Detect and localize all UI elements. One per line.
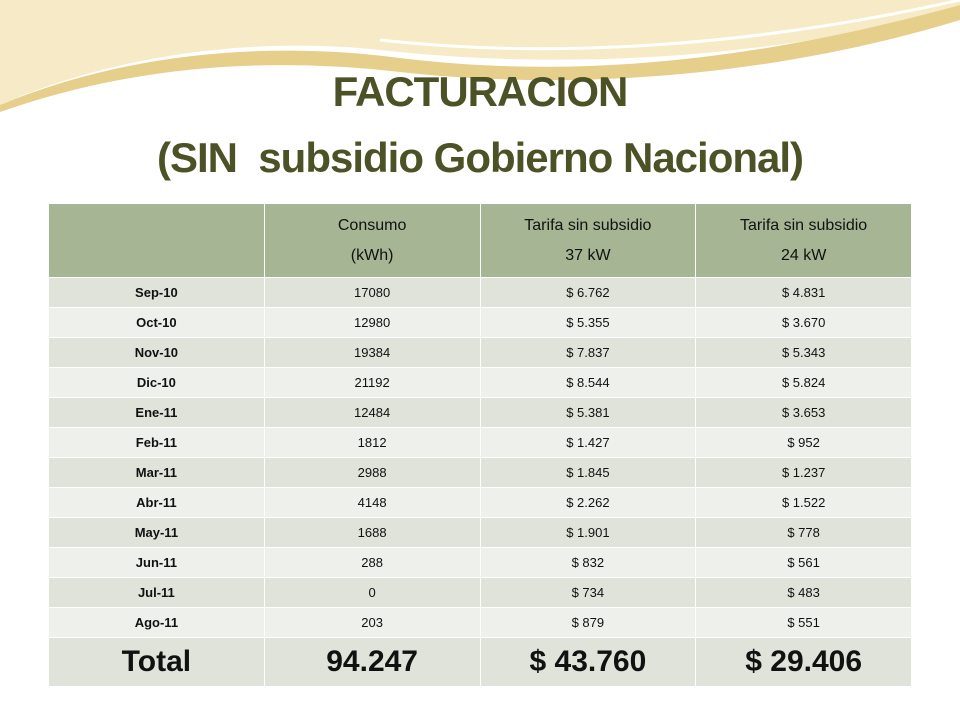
header-text: Tarifa sin subsidio (740, 216, 868, 234)
cell: $ 952 (695, 427, 912, 458)
cell: 203 (263, 607, 481, 638)
data-row: Mar-11 2988 $ 1.845 $ 1.237 (48, 457, 912, 488)
cell: 1688 (263, 517, 481, 548)
cell: $ 5.343 (695, 337, 912, 368)
header-text: 37 kW (565, 246, 611, 264)
cell: 0 (263, 577, 481, 608)
header-text: (kWh) (350, 246, 394, 264)
cell: 12980 (263, 307, 481, 338)
cell: $ 551 (695, 607, 912, 638)
month-cell: Dic-10 (48, 367, 265, 398)
cell: $ 1.237 (695, 457, 912, 488)
cell: $ 879 (479, 607, 697, 638)
cell: $ 1.901 (479, 517, 697, 548)
cell: 2988 (263, 457, 481, 488)
cell: $ 561 (695, 547, 912, 578)
cell: $ 483 (695, 577, 912, 608)
header-text: Tarifa sin subsidio (524, 216, 652, 234)
cell: 21192 (263, 367, 481, 398)
total-cell: Total (48, 637, 265, 687)
billing-table: Consumo (kWh) Tarifa sin subsidio 37 kW Tari… (48, 203, 912, 687)
header-row: Consumo (kWh) Tarifa sin subsidio 37 kW Tari… (48, 203, 912, 278)
month-cell: Abr-11 (48, 487, 265, 518)
cell: $ 5.355 (479, 307, 697, 338)
data-row: Abr-11 4148 $ 2.262 $ 1.522 (48, 487, 912, 518)
data-row: Nov-10 19384 $ 7.837 $ 5.343 (48, 337, 912, 368)
cell: $ 6.762 (479, 277, 697, 308)
cell: $ 3.670 (695, 307, 912, 338)
header-cell: Tarifa sin subsidio 24 kW (695, 203, 912, 278)
month-cell: Ene-11 (48, 397, 265, 428)
header-text: 24 kW (780, 246, 827, 264)
data-row: Feb-11 1812 $ 1.427 $ 952 (48, 427, 912, 458)
cell: $ 1.427 (479, 427, 697, 458)
total-cell: 94.247 (263, 637, 481, 687)
header-cell: Tarifa sin subsidio 37 kW (479, 203, 697, 278)
title-line: FACTURACION (332, 68, 629, 115)
cell: $ 5.381 (479, 397, 697, 428)
month-cell: Ago-11 (48, 607, 265, 638)
cell: $ 1.522 (695, 487, 912, 518)
data-row: Jun-11 288 $ 832 $ 561 (48, 547, 912, 578)
cell: $ 3.653 (695, 397, 912, 428)
data-row: Ene-11 12484 $ 5.381 $ 3.653 (48, 397, 912, 428)
month-cell: Oct-10 (48, 307, 265, 338)
cell: 12484 (263, 397, 481, 428)
month-cell: Nov-10 (48, 337, 265, 368)
cell: $ 7.837 (479, 337, 697, 368)
data-row: Jul-11 0 $ 734 $ 483 (48, 577, 912, 608)
total-row: Total 94.247 $ 43.760 $ 29.406 (48, 637, 912, 687)
cell: $ 2.262 (479, 487, 697, 518)
header-text: Consumo (337, 216, 407, 234)
swoosh-line (379, 0, 960, 51)
cell: 19384 (263, 337, 481, 368)
table-body: Consumo (kWh) Tarifa sin subsidio 37 kW Tari… (48, 203, 912, 687)
data-row: Ago-11 203 $ 879 $ 551 (48, 607, 912, 638)
cell: 1812 (263, 427, 481, 458)
cell: $ 1.845 (479, 457, 697, 488)
header-cell: Consumo (kWh) (263, 203, 481, 278)
data-row: Sep-10 17080 $ 6.762 $ 4.831 (48, 277, 912, 308)
month-cell: Sep-10 (48, 277, 265, 308)
total-cell: $ 29.406 (695, 637, 912, 687)
cell: $ 5.824 (695, 367, 912, 398)
cell: $ 778 (695, 517, 912, 548)
cell: 4148 (263, 487, 481, 518)
total-cell: $ 43.760 (479, 637, 697, 687)
month-cell: Mar-11 (48, 457, 265, 488)
cell: 288 (263, 547, 481, 578)
swoosh-light (0, 0, 960, 105)
month-cell: Feb-11 (48, 427, 265, 458)
header-cell (48, 203, 265, 278)
cell: $ 734 (479, 577, 697, 608)
decoration (0, 0, 960, 112)
cell: $ 8.544 (479, 367, 697, 398)
data-row: Dic-10 21192 $ 8.544 $ 5.824 (48, 367, 912, 398)
month-cell: Jul-11 (48, 577, 265, 608)
cell: $ 832 (479, 547, 697, 578)
month-cell: Jun-11 (48, 547, 265, 578)
data-row: Oct-10 12980 $ 5.355 $ 3.670 (48, 307, 912, 338)
month-cell: May-11 (48, 517, 265, 548)
title-line: (SIN subsidio Gobierno Nacional) (156, 134, 804, 181)
swoosh-gold (0, 5, 960, 112)
data-row: May-11 1688 $ 1.901 $ 778 (48, 517, 912, 548)
cell: $ 4.831 (695, 277, 912, 308)
cell: 17080 (263, 277, 481, 308)
